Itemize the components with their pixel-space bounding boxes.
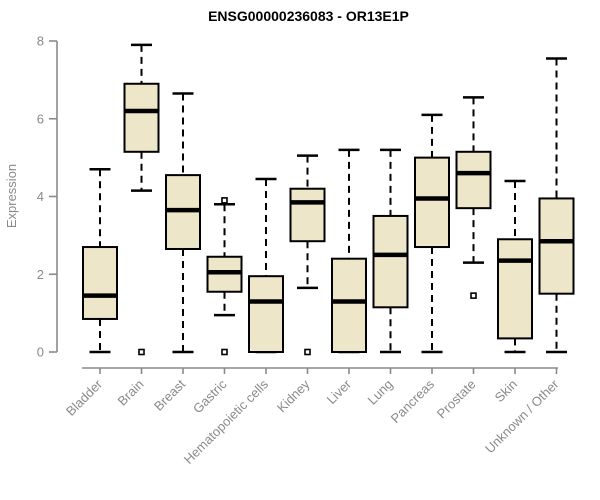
y-tick-label: 0 [37, 345, 44, 360]
outlier-point [221, 197, 228, 204]
y-tick-label: 2 [37, 267, 44, 282]
x-tick-label-kidney: Kidney [274, 376, 313, 415]
x-tick-label-gastric: Gastric [190, 376, 230, 416]
box-skin [497, 179, 533, 354]
iqr-box [538, 197, 575, 295]
box-unknown-other [538, 57, 575, 354]
outlier-point [470, 292, 477, 299]
iqr-box [414, 156, 450, 249]
box-prostate [455, 96, 492, 299]
x-tick-label-skin: Skin [492, 377, 520, 405]
y-tick-label: 6 [37, 111, 44, 126]
x-tick-label-liver: Liver [324, 376, 355, 407]
iqr-box [331, 257, 367, 354]
box-lung [372, 148, 409, 354]
iqr-box [497, 238, 533, 340]
x-tick-label-brain: Brain [115, 377, 147, 409]
box-gastric [206, 197, 243, 356]
x-tick-label-prostate: Prostate [434, 377, 479, 422]
x-tick-label-lung: Lung [365, 377, 396, 408]
box-breast [165, 92, 201, 354]
x-tick-label-pancreas: Pancreas [388, 376, 438, 426]
iqr-box [372, 214, 409, 309]
y-axis: 0 2 4 6 8 [37, 34, 58, 360]
x-tick-label-bladder: Bladder [63, 376, 106, 419]
box-liver [331, 148, 367, 354]
iqr-box [455, 150, 492, 210]
outlier-point [304, 348, 311, 356]
outlier-point [138, 348, 145, 356]
x-tick-label-unknown-other: Unknown / Other [482, 376, 562, 456]
chart-title: ENSG00000236083 - OR13E1P [208, 8, 409, 24]
y-tick-label: 8 [37, 34, 44, 49]
outlier-point [221, 348, 228, 356]
iqr-box [248, 275, 284, 354]
box-kidney [289, 154, 326, 356]
iqr-box [289, 187, 326, 243]
box-hematopoietic-cells [248, 177, 284, 354]
iqr-box [82, 246, 118, 320]
y-tick-label: 4 [37, 189, 44, 204]
box-bladder [82, 168, 118, 354]
box-pancreas [414, 113, 450, 354]
box-brain [123, 43, 160, 356]
iqr-box [123, 82, 160, 153]
x-tick-label-breast: Breast [151, 376, 188, 413]
